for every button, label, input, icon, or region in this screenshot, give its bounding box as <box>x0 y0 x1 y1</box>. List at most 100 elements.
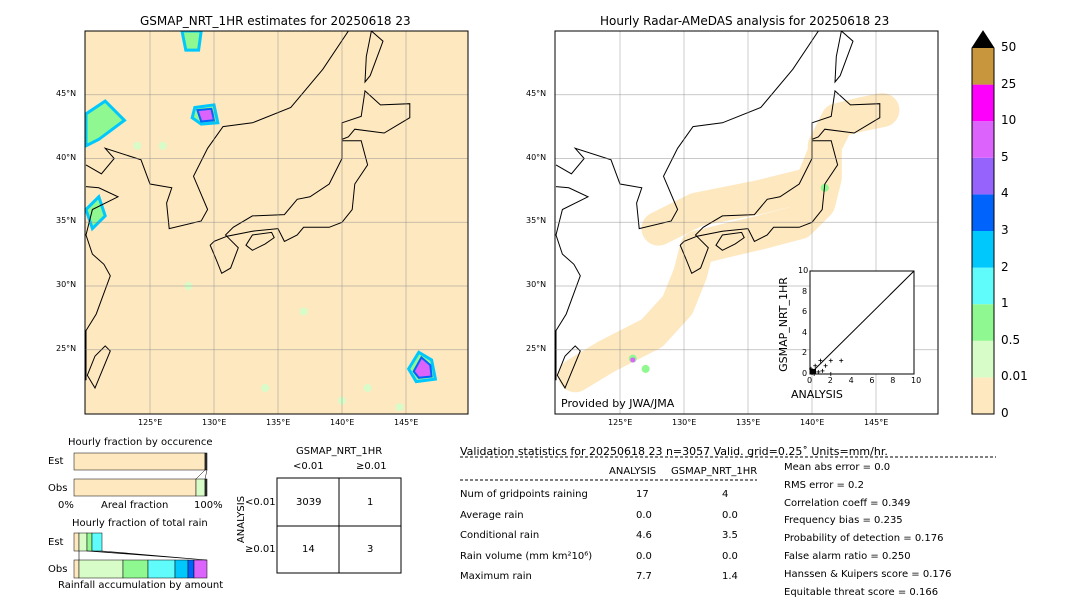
scatter-point <box>828 372 833 376</box>
occurrence-obs-label: Obs <box>48 483 68 494</box>
map-area <box>85 31 468 414</box>
coastline-shikoku <box>245 231 275 251</box>
total-rain-est-bar <box>73 532 80 552</box>
lat-tick-label: 25°N <box>526 343 547 353</box>
scatter-y-tick: 0 <box>802 369 808 378</box>
validation-row-label: Conditional rain <box>460 530 540 541</box>
scatter-point-cluster <box>810 369 816 374</box>
lon-tick-label: 125°E <box>138 418 163 427</box>
colorbar-segment <box>972 157 994 195</box>
cell-hit-none: 3039 <box>296 497 322 508</box>
rain-spot <box>641 364 650 373</box>
validation-value: 17 <box>636 489 649 500</box>
coastline <box>85 31 349 230</box>
rain-area <box>180 31 203 52</box>
scatter-x-tick: 4 <box>848 376 854 385</box>
colorbar-segment <box>972 340 994 378</box>
colorbar-segment <box>972 267 994 305</box>
total-rain-obs-label: Obs <box>48 564 68 575</box>
occurrence-xlabel: Areal fraction <box>101 500 169 511</box>
occurrence-obs-bar <box>204 478 208 497</box>
scatter-y-tick: 8 <box>802 286 808 296</box>
heavy-rain-area <box>412 355 433 379</box>
scatter-y-tick: 4 <box>802 327 808 337</box>
colorbar-frame <box>971 30 995 415</box>
lon-tick-label: 145°E <box>394 418 419 427</box>
validation-score: Hanssen & Kuipers score = 0.176 <box>784 568 952 580</box>
right-map-title: Hourly Radar-AMeDAS analysis for 2025061… <box>600 14 890 28</box>
validation-value: 0.0 <box>636 550 652 562</box>
coastline-kyushu <box>209 235 239 275</box>
heavy-rain-area <box>196 107 216 123</box>
total-rain-est-label: Est <box>48 537 64 548</box>
heavy-rain-spot <box>630 357 636 363</box>
total-rain-obs-bar <box>187 559 195 579</box>
colorbar-label: 0.01 <box>1001 369 1028 384</box>
scatter-x-tick: 2 <box>827 376 833 385</box>
colorbar-segment <box>972 194 994 231</box>
total-rain-obs-bar <box>78 559 124 579</box>
validation-value: 0.0 <box>722 550 738 562</box>
colorbar-label: 3 <box>1001 223 1009 237</box>
contingency-row-lt: <0.01 <box>245 497 276 508</box>
lon-tick-label: 130°E <box>202 418 227 427</box>
colorbar-label: 1 <box>1001 296 1009 311</box>
colorbar-label: 0.5 <box>1001 332 1021 347</box>
coastline-hokkaido <box>811 89 881 141</box>
total-rain-est-bar <box>91 532 103 552</box>
colorbar-label: 0 <box>1001 406 1009 420</box>
scatter-point <box>820 368 825 373</box>
lat-tick-label: 40°N <box>526 152 547 162</box>
colorbar-label: 5 <box>1001 149 1009 164</box>
scatter-point <box>813 363 818 368</box>
scatter-point <box>823 363 828 368</box>
cell-miss: 14 <box>302 544 315 555</box>
light-rain-spot <box>133 141 142 150</box>
rain-area <box>85 99 127 148</box>
colorbar-extend-triangle <box>972 31 994 48</box>
scatter-x-tick: 6 <box>869 376 875 385</box>
validation-value: 0.0 <box>636 509 652 521</box>
total-rain-title: Hourly fraction of total rain <box>72 518 208 529</box>
validation-score: Probability of detection = 0.176 <box>784 533 944 545</box>
colorbar-label: 50 <box>1001 40 1017 54</box>
coastline-kyushu <box>679 235 709 275</box>
cell-hit: 3 <box>367 544 374 555</box>
scatter-x-tick: 10 <box>911 376 922 385</box>
coastline-shikoku <box>715 231 745 251</box>
col-analysis: ANALYSIS <box>609 466 657 477</box>
total-rain-obs-bar <box>122 559 149 579</box>
validation-header: Validation statistics for 20250618 23 n=… <box>460 445 888 458</box>
coastline-taiwan <box>556 345 581 390</box>
light-rain-spot <box>261 384 270 392</box>
lon-tick-label: 140°E <box>800 418 825 427</box>
lon-tick-label: 145°E <box>864 418 889 427</box>
validation-row-label: Average rain <box>460 509 524 521</box>
lat-tick-label: 45°N <box>56 88 77 98</box>
lat-tick-label: 30°N <box>56 280 77 289</box>
coastline-honshu <box>224 140 369 243</box>
colorbar-segment <box>972 121 994 158</box>
coastline-hokkaido <box>341 89 411 141</box>
colorbar-segment <box>972 48 994 85</box>
scatter-y-tick: 2 <box>802 348 808 358</box>
validation-row-label: Rain volume (mm km²10⁶) <box>460 550 593 562</box>
validation-value: 4 <box>722 489 729 500</box>
colorbar-label: 25 <box>1001 76 1017 91</box>
occurrence-xmin: 0% <box>58 500 74 511</box>
validation-score: Mean abs error = 0.0 <box>784 462 891 473</box>
lat-tick-label: 35°N <box>526 216 547 226</box>
total-rain-obs-bar <box>147 559 176 579</box>
contingency-row-ge: ≥0.01 <box>245 544 276 555</box>
validation-score: RMS error = 0.2 <box>784 479 864 491</box>
scatter-y-tick: 10 <box>798 266 809 275</box>
lon-tick-label: 130°E <box>672 418 697 427</box>
coastline-taiwan <box>86 345 111 390</box>
validation-value: 3.5 <box>722 530 738 541</box>
contingency-col-ge: ≥0.01 <box>356 461 387 472</box>
scatter-point <box>818 358 823 363</box>
total-rain-est-bar <box>86 532 93 552</box>
occurrence-est-bar <box>73 452 206 471</box>
